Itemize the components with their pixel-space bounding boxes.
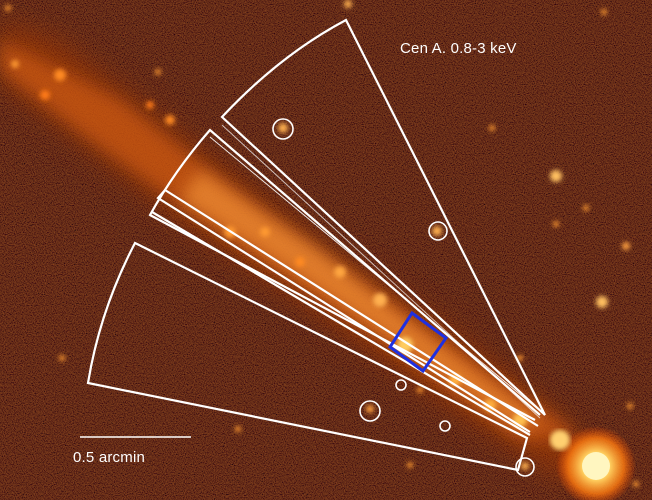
jet-knots [40, 69, 527, 427]
lower-background-sector [86, 241, 529, 472]
blue-region-box [387, 310, 449, 374]
jet-emission [0, 20, 600, 480]
exclusion-circle [359, 400, 381, 422]
region-overlays [86, 18, 546, 472]
exclusion-circle [515, 457, 535, 477]
upper-background-sector [220, 18, 546, 416]
upper-jet-sector [148, 128, 541, 421]
lower-jet-sector [156, 188, 539, 433]
scale-bar-label: 0.5 arcmin [73, 449, 146, 466]
exclusion-circle [395, 379, 407, 391]
exclusion-circle [272, 118, 294, 140]
exclusion-circles [272, 118, 535, 477]
exclusion-circle [439, 420, 451, 432]
jet-strip-inner [151, 211, 531, 436]
image-title: Cen A. 0.8-3 keV [400, 40, 517, 57]
point-sources [5, 0, 639, 487]
exclusion-circle [428, 221, 448, 241]
thin-region-lines [209, 124, 546, 419]
galaxy-nucleus [550, 426, 636, 500]
